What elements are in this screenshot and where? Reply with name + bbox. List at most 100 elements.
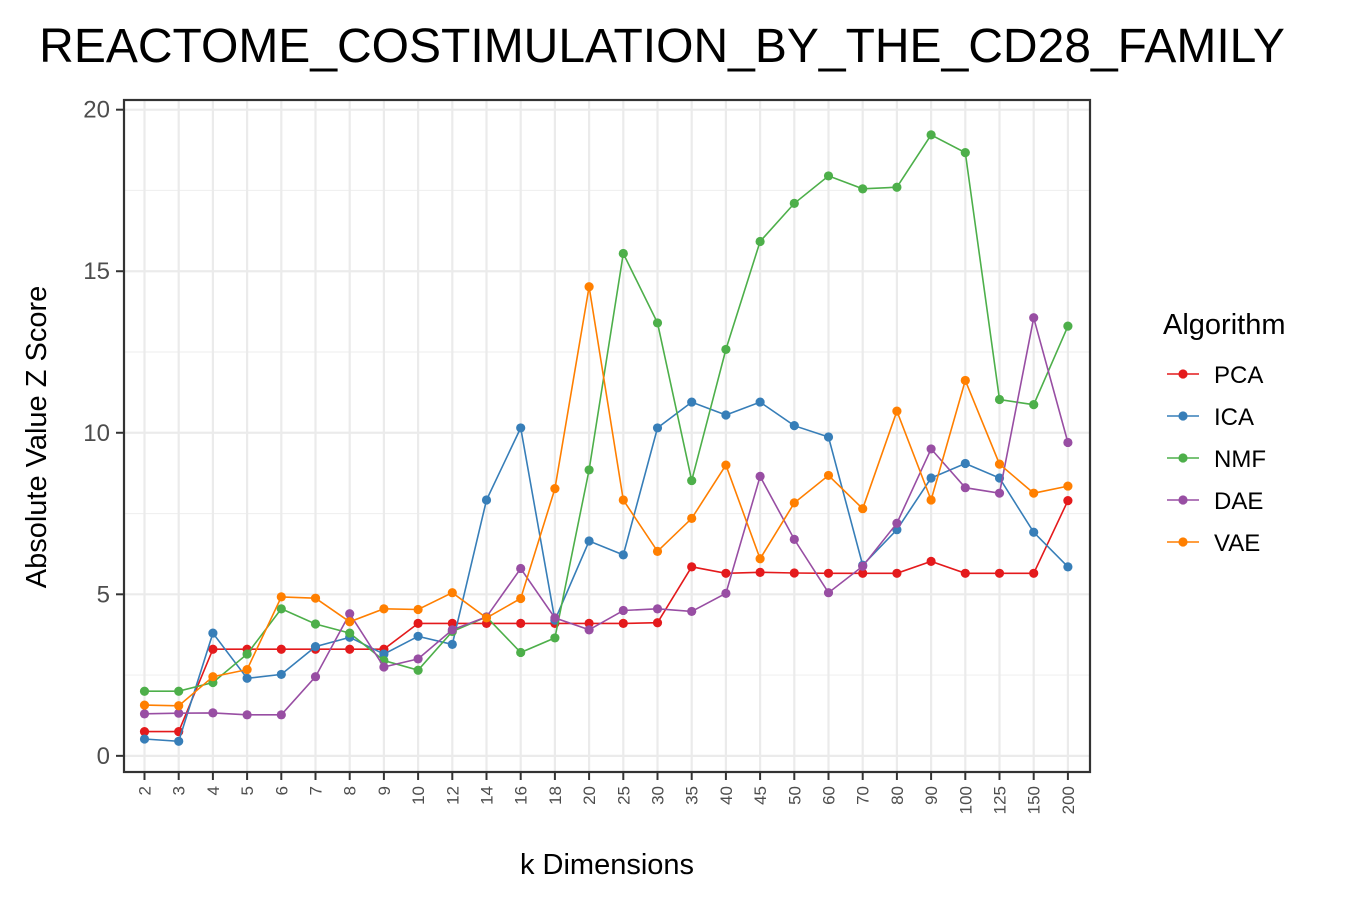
legend-label: VAE (1214, 530, 1260, 557)
series-line (144, 317, 1069, 716)
x-tick-label: 20 (580, 786, 599, 805)
data-point (721, 460, 731, 470)
data-point (242, 649, 252, 659)
data-point (276, 669, 286, 680)
data-point (345, 644, 355, 654)
data-point (858, 568, 868, 578)
legend-key-point (1178, 495, 1188, 505)
data-point (789, 498, 799, 508)
data-point (687, 562, 697, 572)
data-point (413, 665, 423, 675)
data-point (276, 592, 286, 602)
legend: Algorithm PCA ICA NMF DAE VAE (1163, 309, 1286, 557)
data-point (584, 282, 594, 292)
data-point (481, 495, 492, 505)
data-point (139, 686, 150, 696)
data-point (858, 504, 868, 514)
data-point (550, 633, 560, 643)
series-line (144, 286, 1069, 707)
series-dae (139, 313, 1073, 720)
data-point (242, 673, 252, 683)
data-point (208, 628, 218, 638)
data-point (721, 410, 731, 420)
x-tick-label: 90 (922, 786, 941, 805)
data-point (687, 397, 697, 407)
data-point (687, 606, 697, 617)
data-point (755, 567, 765, 577)
series-line (144, 401, 1069, 743)
data-point (755, 554, 765, 564)
x-tick-label: 4 (204, 786, 223, 795)
data-point (858, 561, 868, 571)
data-point (310, 593, 321, 603)
data-point (516, 563, 526, 574)
data-point (345, 609, 355, 619)
data-point (789, 421, 799, 431)
data-point (516, 618, 526, 628)
data-point (618, 605, 628, 616)
x-tick-label: 3 (170, 786, 189, 795)
data-point (584, 625, 594, 635)
y-tick-label: 15 (83, 258, 110, 285)
data-point (789, 534, 799, 544)
legend-item-nmf: NMF (1167, 446, 1266, 473)
data-point (1063, 496, 1073, 506)
data-point (721, 588, 731, 598)
data-point (276, 604, 286, 614)
data-point (447, 618, 457, 628)
data-point (1063, 321, 1073, 331)
legend-title: Algorithm (1163, 309, 1286, 341)
legend-key-point (1178, 537, 1188, 547)
x-tick-label: 10 (409, 786, 428, 805)
legend-label: DAE (1214, 488, 1263, 515)
data-point (960, 148, 970, 158)
data-point (447, 639, 457, 649)
legend-key-point (1178, 369, 1188, 379)
data-point (413, 604, 423, 615)
data-point (550, 484, 560, 494)
x-tick-label: 7 (307, 786, 326, 795)
data-point (242, 664, 252, 675)
data-point (687, 513, 697, 523)
data-point (447, 625, 457, 635)
data-point (276, 644, 286, 654)
data-point (994, 394, 1005, 405)
series-nmf (139, 130, 1073, 696)
data-point (926, 444, 936, 454)
data-point (208, 708, 218, 718)
data-point (721, 344, 731, 355)
data-point (276, 710, 286, 720)
data-point (516, 593, 526, 604)
x-tick-label: 8 (341, 786, 360, 795)
x-tick-label: 16 (512, 786, 531, 805)
data-point (584, 618, 594, 628)
data-point (345, 628, 355, 638)
x-tick-label: 35 (683, 786, 702, 805)
x-tick-label: 70 (854, 786, 873, 805)
data-point (892, 525, 902, 535)
data-point (652, 618, 663, 628)
data-point (379, 649, 389, 659)
series-pca (139, 496, 1073, 737)
series-vae (139, 282, 1073, 711)
legend-item-ica: ICA (1167, 404, 1254, 431)
data-point (687, 475, 697, 486)
data-point (174, 708, 184, 718)
data-point (823, 588, 834, 598)
series-line (144, 133, 1069, 693)
data-point (892, 568, 902, 578)
data-point (960, 458, 970, 469)
data-point (139, 734, 150, 744)
data-point (789, 568, 799, 578)
data-point (413, 618, 423, 628)
data-point (892, 182, 902, 192)
data-point (174, 701, 184, 711)
data-point (550, 613, 560, 623)
data-point (379, 662, 389, 672)
x-tick-label: 200 (1059, 786, 1078, 814)
chart-title: REACTOME_COSTIMULATION_BY_THE_CD28_FAMIL… (39, 20, 1285, 73)
data-point (994, 568, 1005, 578)
data-point (823, 171, 834, 181)
data-point (584, 536, 594, 546)
